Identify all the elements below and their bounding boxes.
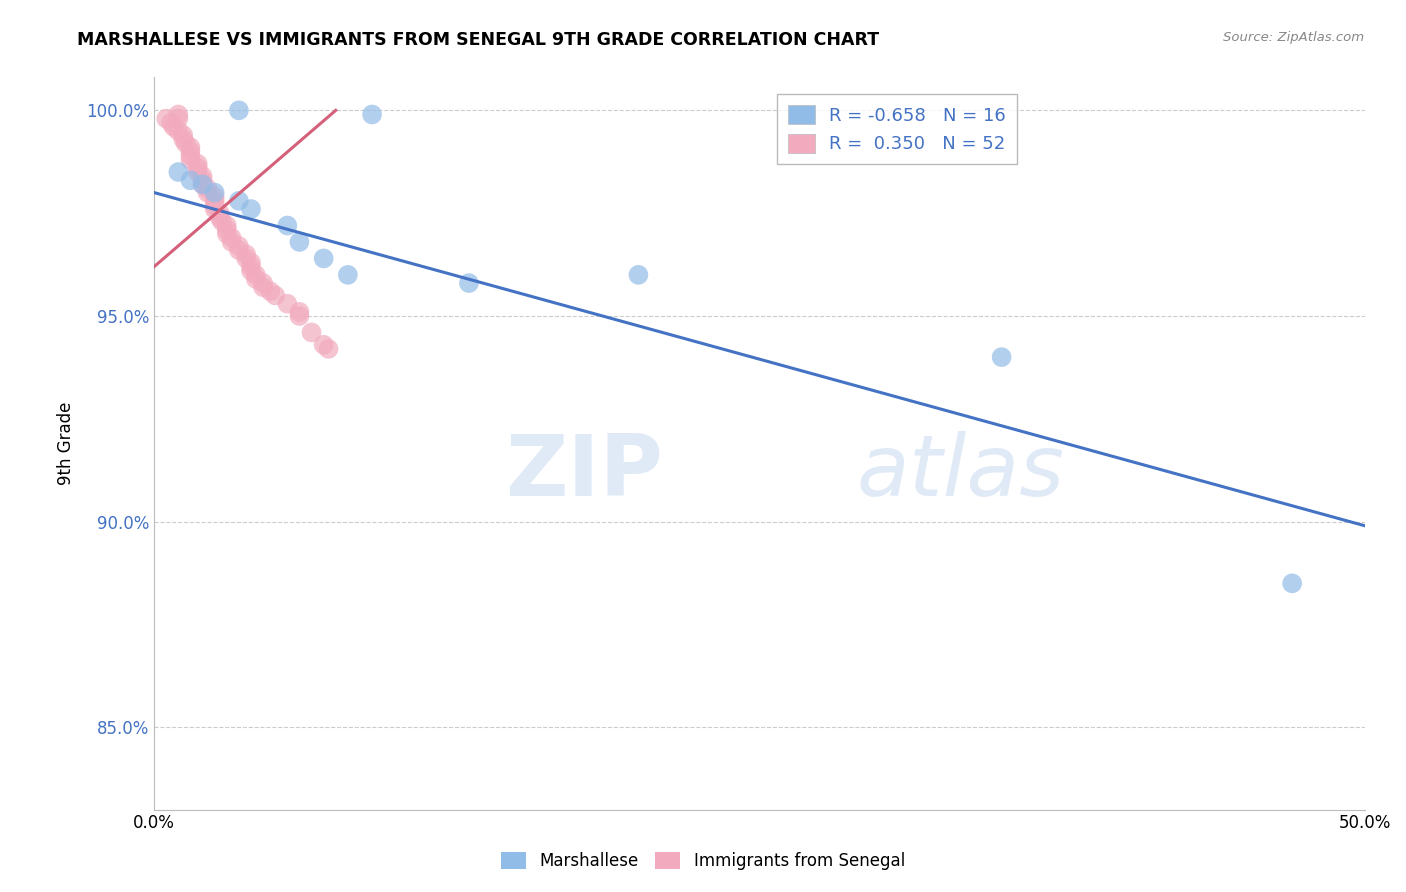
Point	[252, 280, 274, 294]
Point	[252, 276, 274, 290]
Point	[276, 296, 298, 310]
Point	[162, 120, 184, 134]
Point	[312, 252, 335, 266]
Point	[215, 227, 238, 241]
Point	[1281, 576, 1303, 591]
Point	[240, 260, 263, 274]
Legend: R = -0.658   N = 16, R =  0.350   N = 52: R = -0.658 N = 16, R = 0.350 N = 52	[778, 94, 1017, 164]
Text: Source: ZipAtlas.com: Source: ZipAtlas.com	[1223, 31, 1364, 45]
Point	[197, 186, 219, 200]
Point	[204, 194, 226, 208]
Point	[191, 173, 214, 187]
Point	[215, 222, 238, 236]
Point	[312, 338, 335, 352]
Point	[627, 268, 650, 282]
Point	[179, 148, 201, 162]
Point	[179, 145, 201, 159]
Point	[318, 342, 340, 356]
Point	[187, 161, 209, 175]
Point	[187, 165, 209, 179]
Point	[197, 181, 219, 195]
Point	[204, 198, 226, 212]
Point	[179, 153, 201, 167]
Point	[361, 107, 384, 121]
Point	[211, 214, 233, 228]
Point	[167, 165, 190, 179]
Point	[215, 219, 238, 233]
Point	[172, 128, 194, 142]
Point	[228, 239, 250, 253]
Point	[990, 350, 1012, 364]
Legend: Marshallese, Immigrants from Senegal: Marshallese, Immigrants from Senegal	[495, 845, 911, 877]
Point	[204, 186, 226, 200]
Point	[228, 243, 250, 257]
Point	[179, 173, 201, 187]
Point	[179, 140, 201, 154]
Point	[204, 202, 226, 216]
Point	[187, 157, 209, 171]
Point	[235, 252, 257, 266]
Point	[167, 112, 190, 126]
Point	[276, 219, 298, 233]
Point	[288, 235, 311, 249]
Point	[155, 112, 177, 126]
Point	[301, 326, 323, 340]
Point	[240, 202, 263, 216]
Point	[208, 206, 231, 220]
Point	[228, 103, 250, 118]
Y-axis label: 9th Grade: 9th Grade	[58, 401, 75, 485]
Point	[259, 285, 281, 299]
Point	[228, 194, 250, 208]
Point	[288, 309, 311, 323]
Point	[264, 288, 287, 302]
Text: ZIP: ZIP	[505, 431, 662, 515]
Text: MARSHALLESE VS IMMIGRANTS FROM SENEGAL 9TH GRADE CORRELATION CHART: MARSHALLESE VS IMMIGRANTS FROM SENEGAL 9…	[77, 31, 880, 49]
Point	[458, 276, 481, 290]
Point	[240, 255, 263, 269]
Point	[174, 136, 197, 151]
Point	[160, 116, 183, 130]
Point	[167, 124, 190, 138]
Point	[191, 178, 214, 192]
Point	[208, 211, 231, 225]
Point	[172, 132, 194, 146]
Point	[240, 264, 263, 278]
Point	[191, 169, 214, 183]
Text: atlas: atlas	[856, 431, 1064, 515]
Point	[167, 107, 190, 121]
Point	[235, 247, 257, 261]
Point	[336, 268, 359, 282]
Point	[221, 235, 243, 249]
Point	[245, 268, 267, 282]
Point	[204, 190, 226, 204]
Point	[221, 231, 243, 245]
Point	[245, 272, 267, 286]
Point	[191, 178, 214, 192]
Point	[288, 305, 311, 319]
